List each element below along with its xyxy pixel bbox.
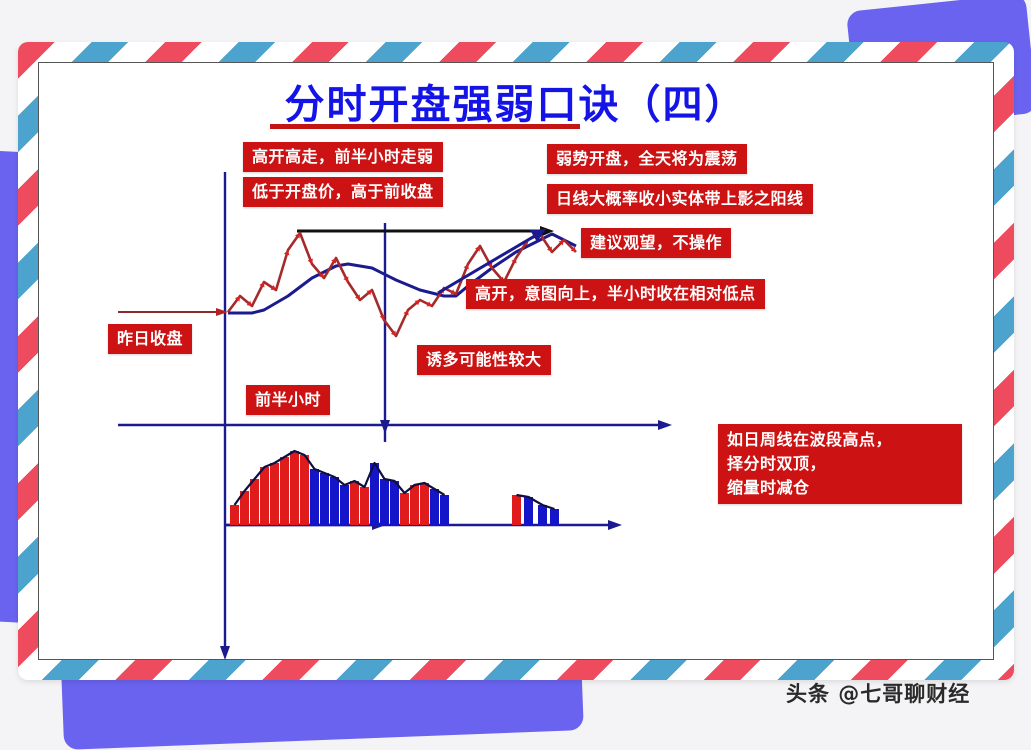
price-arrow-marker [355, 294, 360, 300]
volume-bar-down [390, 481, 399, 525]
price-arrow-marker [379, 314, 385, 320]
volume-bar-down [524, 497, 533, 525]
volume-bar-up [512, 495, 521, 525]
volume-bar-down [440, 495, 449, 525]
label-line: 缩量时减仓 [727, 478, 810, 497]
label-high-open-high-run: 高开高走，前半小时走弱 [243, 142, 443, 172]
price-arrow-marker [246, 300, 252, 306]
price-arrow-marker [234, 296, 240, 302]
resistance-line [297, 226, 554, 237]
volume-bar-up [240, 491, 249, 525]
price-arrow-marker [463, 264, 469, 270]
volume-envelope-main [233, 449, 446, 506]
volume-bar-up [280, 457, 289, 525]
label-weekly-high-reduce: 如日周线在波段高点， 择分时双顶， 缩量时减仓 [718, 424, 962, 504]
price-arrow-marker [294, 233, 300, 239]
price-arrow-marker [558, 240, 564, 246]
price-arrow-marker [570, 246, 576, 252]
volume-bar-up [400, 493, 409, 525]
page-title: 分时开盘强弱口诀（四） [284, 82, 747, 128]
volume-bar-down [320, 473, 329, 525]
price-arrow-marker [318, 272, 324, 278]
label-weak-open-all-day: 弱势开盘，全天将为震荡 [547, 144, 747, 174]
price-arrow-marker [403, 310, 409, 316]
label-below-open-above-prev: 低于开盘价，高于前收盘 [243, 177, 443, 207]
average-price-line [228, 232, 577, 315]
uptrend-arrow [437, 229, 546, 295]
volume-bar-up [360, 487, 369, 525]
price-arrow-marker [343, 276, 349, 282]
volume-bar-down [538, 505, 547, 525]
volume-bars-main [230, 451, 449, 525]
volume-bar-up [350, 481, 359, 525]
label-first-half-hour: 前半小时 [246, 385, 331, 415]
price-arrow-marker [307, 258, 313, 264]
price-arrow-marker [331, 258, 337, 264]
label-yesterday-close: 昨日收盘 [108, 324, 193, 354]
volume-bar-up [250, 479, 259, 525]
price-arrow-marker [450, 289, 456, 295]
price-line [226, 231, 577, 338]
volume-bar-down [370, 463, 379, 525]
price-arrow-marker [270, 285, 276, 290]
prev-close-line [118, 308, 228, 316]
price-arrow-marker [366, 290, 372, 296]
label-daily-small-body: 日线大概率收小实体带上影之阳线 [547, 184, 813, 214]
price-arrow-marker [390, 330, 396, 336]
volume-bar-down [430, 489, 439, 525]
volume-bar-down [340, 485, 349, 525]
price-arrow-marker [475, 246, 480, 252]
volume-bar-down [380, 479, 389, 525]
volume-bar-down [330, 477, 339, 525]
label-line: 如日周线在波段高点， [727, 430, 893, 449]
price-arrow-marker [426, 301, 432, 307]
label-high-open-intent-up: 高开，意图向上，半小时收在相对低点 [466, 279, 765, 309]
price-arrow-marker [259, 282, 265, 288]
volume-bars-right [512, 495, 559, 525]
volume-bar-up [260, 467, 269, 525]
price-arrow-marker [283, 250, 290, 256]
volume-bar-up [410, 485, 419, 525]
title-underline [270, 124, 580, 129]
watermark: 头条 @七哥聊财经 [786, 682, 971, 706]
label-suggest-wait: 建议观望，不操作 [581, 228, 732, 258]
price-arrow-marker [547, 246, 552, 252]
price-arrow-marker [487, 262, 493, 268]
label-line: 择分时双顶， [727, 454, 827, 473]
volume-bar-up [290, 451, 299, 525]
intraday-chart [118, 172, 672, 660]
volume-bar-down [310, 469, 319, 525]
volume-envelope-right [516, 493, 555, 511]
volume-bar-down [550, 509, 559, 525]
label-bull-trap-likely: 诱多可能性较大 [417, 345, 551, 375]
price-arrow-marker [414, 300, 420, 306]
volume-bar-up [300, 455, 309, 525]
volume-bar-up [270, 463, 279, 525]
price-arrow-marker [511, 258, 517, 264]
volume-bar-up [420, 483, 429, 525]
volume-bar-up [230, 505, 239, 525]
